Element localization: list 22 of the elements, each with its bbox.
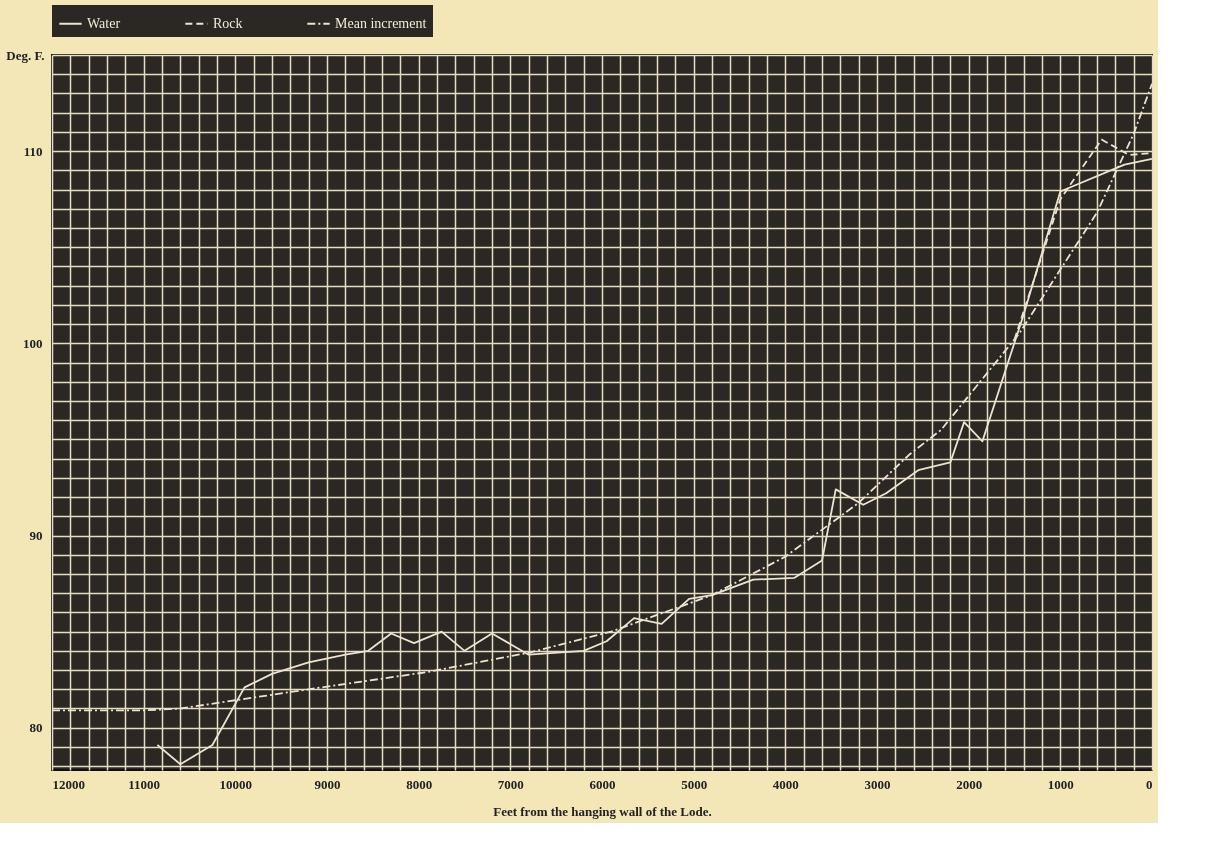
- x-axis-title: Feet from the hanging wall of the Lode.: [493, 803, 712, 819]
- x-tick-label: 10000: [219, 776, 253, 792]
- y-tick-label: 100: [23, 335, 43, 351]
- y-tick-label: 90: [29, 528, 43, 544]
- x-tick-label: 12000: [52, 776, 85, 792]
- y-axis-title: Deg. F.: [6, 47, 45, 63]
- legend-label: Mean increment: [335, 15, 427, 31]
- x-tick-label: 5000: [681, 776, 708, 792]
- x-tick-label: 7000: [497, 776, 524, 792]
- legend-label: Rock: [213, 15, 243, 31]
- y-tick-label: 80: [29, 720, 43, 736]
- x-tick-label: 3000: [864, 776, 891, 792]
- legend-label: Water: [87, 15, 121, 31]
- x-tick-label: 1000: [1047, 776, 1074, 792]
- x-tick-label: 9000: [314, 776, 341, 792]
- x-tick-label: 6000: [589, 776, 616, 792]
- x-tick-label: 4000: [772, 776, 799, 792]
- x-tick-label: 11000: [128, 776, 161, 792]
- x-tick-label: 8000: [406, 776, 433, 792]
- x-tick-label: 0: [1146, 776, 1153, 792]
- x-tick-label: 2000: [956, 776, 983, 792]
- y-tick-label: 110: [23, 143, 43, 159]
